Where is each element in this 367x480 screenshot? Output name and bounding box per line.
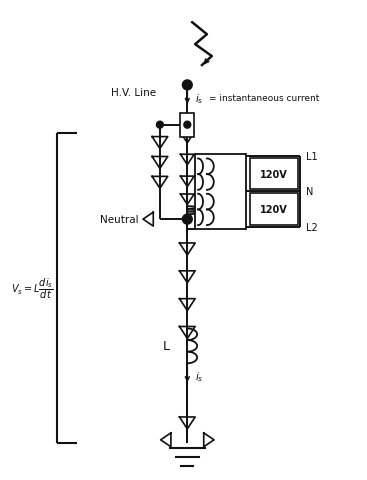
Text: L1: L1 [306,152,317,162]
Text: L2: L2 [306,223,317,233]
Bar [195,155,246,229]
Circle shape [156,122,163,129]
Bar [181,113,194,137]
Text: 120V: 120V [260,169,288,180]
Text: N: N [306,187,313,197]
Text: H.V. Line: H.V. Line [111,88,156,97]
Text: Neutral: Neutral [100,215,138,225]
Text: $i_s$: $i_s$ [195,370,204,384]
Text: 120V: 120V [260,205,288,215]
Text: $V_s = L\dfrac{di_s}{dt}$: $V_s = L\dfrac{di_s}{dt}$ [11,276,54,300]
Text: $i_s$: $i_s$ [195,92,204,106]
Circle shape [184,122,191,129]
Bar [250,194,298,226]
Circle shape [182,215,192,225]
Circle shape [182,81,192,91]
Bar [250,159,298,190]
Text: L: L [163,340,170,353]
Text: = instantaneous current: = instantaneous current [209,94,319,103]
